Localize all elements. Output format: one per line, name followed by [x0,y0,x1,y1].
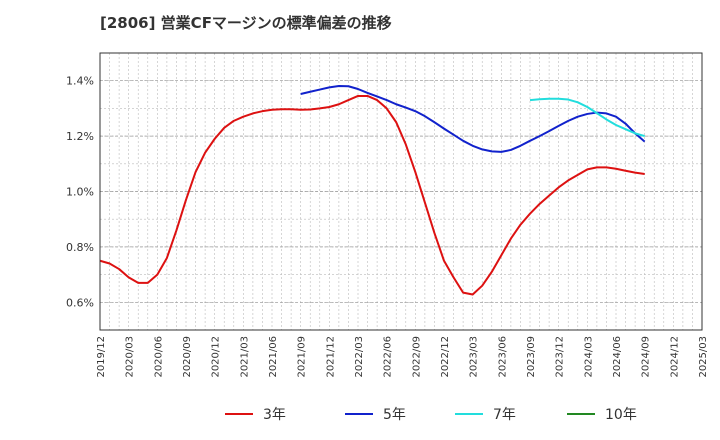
x-tick-label: 2022/12 [440,336,451,378]
x-tick-label: 2022/03 [354,336,365,378]
grid-layer [99,52,703,331]
x-tick-label: 2024/12 [669,336,680,378]
x-tick-label: 2021/06 [268,336,279,378]
x-tick-label: 2022/09 [411,336,422,378]
x-tick-label: 2024/06 [612,336,623,378]
x-tick-label: 2021/09 [297,336,308,378]
x-tick-label: 2019/12 [96,336,107,378]
x-tick-label: 2024/09 [641,336,652,378]
series-line-2 [300,84,646,153]
x-tick-label: 2022/06 [383,336,394,378]
legend-label-2: 5年 [383,407,406,423]
lines-layer [99,84,646,296]
y-tick-label: 0.6% [66,296,94,309]
x-tick-label: 2021/12 [325,336,336,378]
y-tick-label: 1.2% [66,130,94,143]
y-tick-label: 1.0% [66,186,94,199]
x-tick-label: 2023/12 [555,336,566,378]
x-tick-label: 2020/06 [153,336,164,378]
series-line-3 [529,97,645,138]
x-tick-label: 2023/03 [469,336,480,378]
x-tick-label: 2023/09 [526,336,537,378]
legend: 3年 5年 7年 10年 [225,407,637,423]
y-tick-label: 1.4% [66,75,94,88]
x-tick-label: 2023/06 [497,336,508,378]
plot-frame [99,52,703,331]
x-tick-label: 2020/12 [211,336,222,378]
chart-title: [2806] 営業CFマージンの標準偏差の推移 [100,14,392,32]
legend-label-1: 3年 [263,407,286,423]
series-line-1 [99,94,645,296]
x-tick-label: 2020/03 [125,336,136,378]
axis-layer: 0.6% 0.8% 1.0% 1.2% 1.4% 2019/12 2020/03 2020/0… [66,52,709,378]
legend-label-3: 7年 [493,407,516,423]
x-tick-label: 2020/09 [182,336,193,378]
x-tick-label: 2021/03 [239,336,250,378]
x-tick-label: 2024/03 [583,336,594,378]
legend-label-4: 10年 [605,407,637,423]
x-tick-label: 2025/03 [698,336,709,378]
y-tick-label: 0.8% [66,241,94,254]
